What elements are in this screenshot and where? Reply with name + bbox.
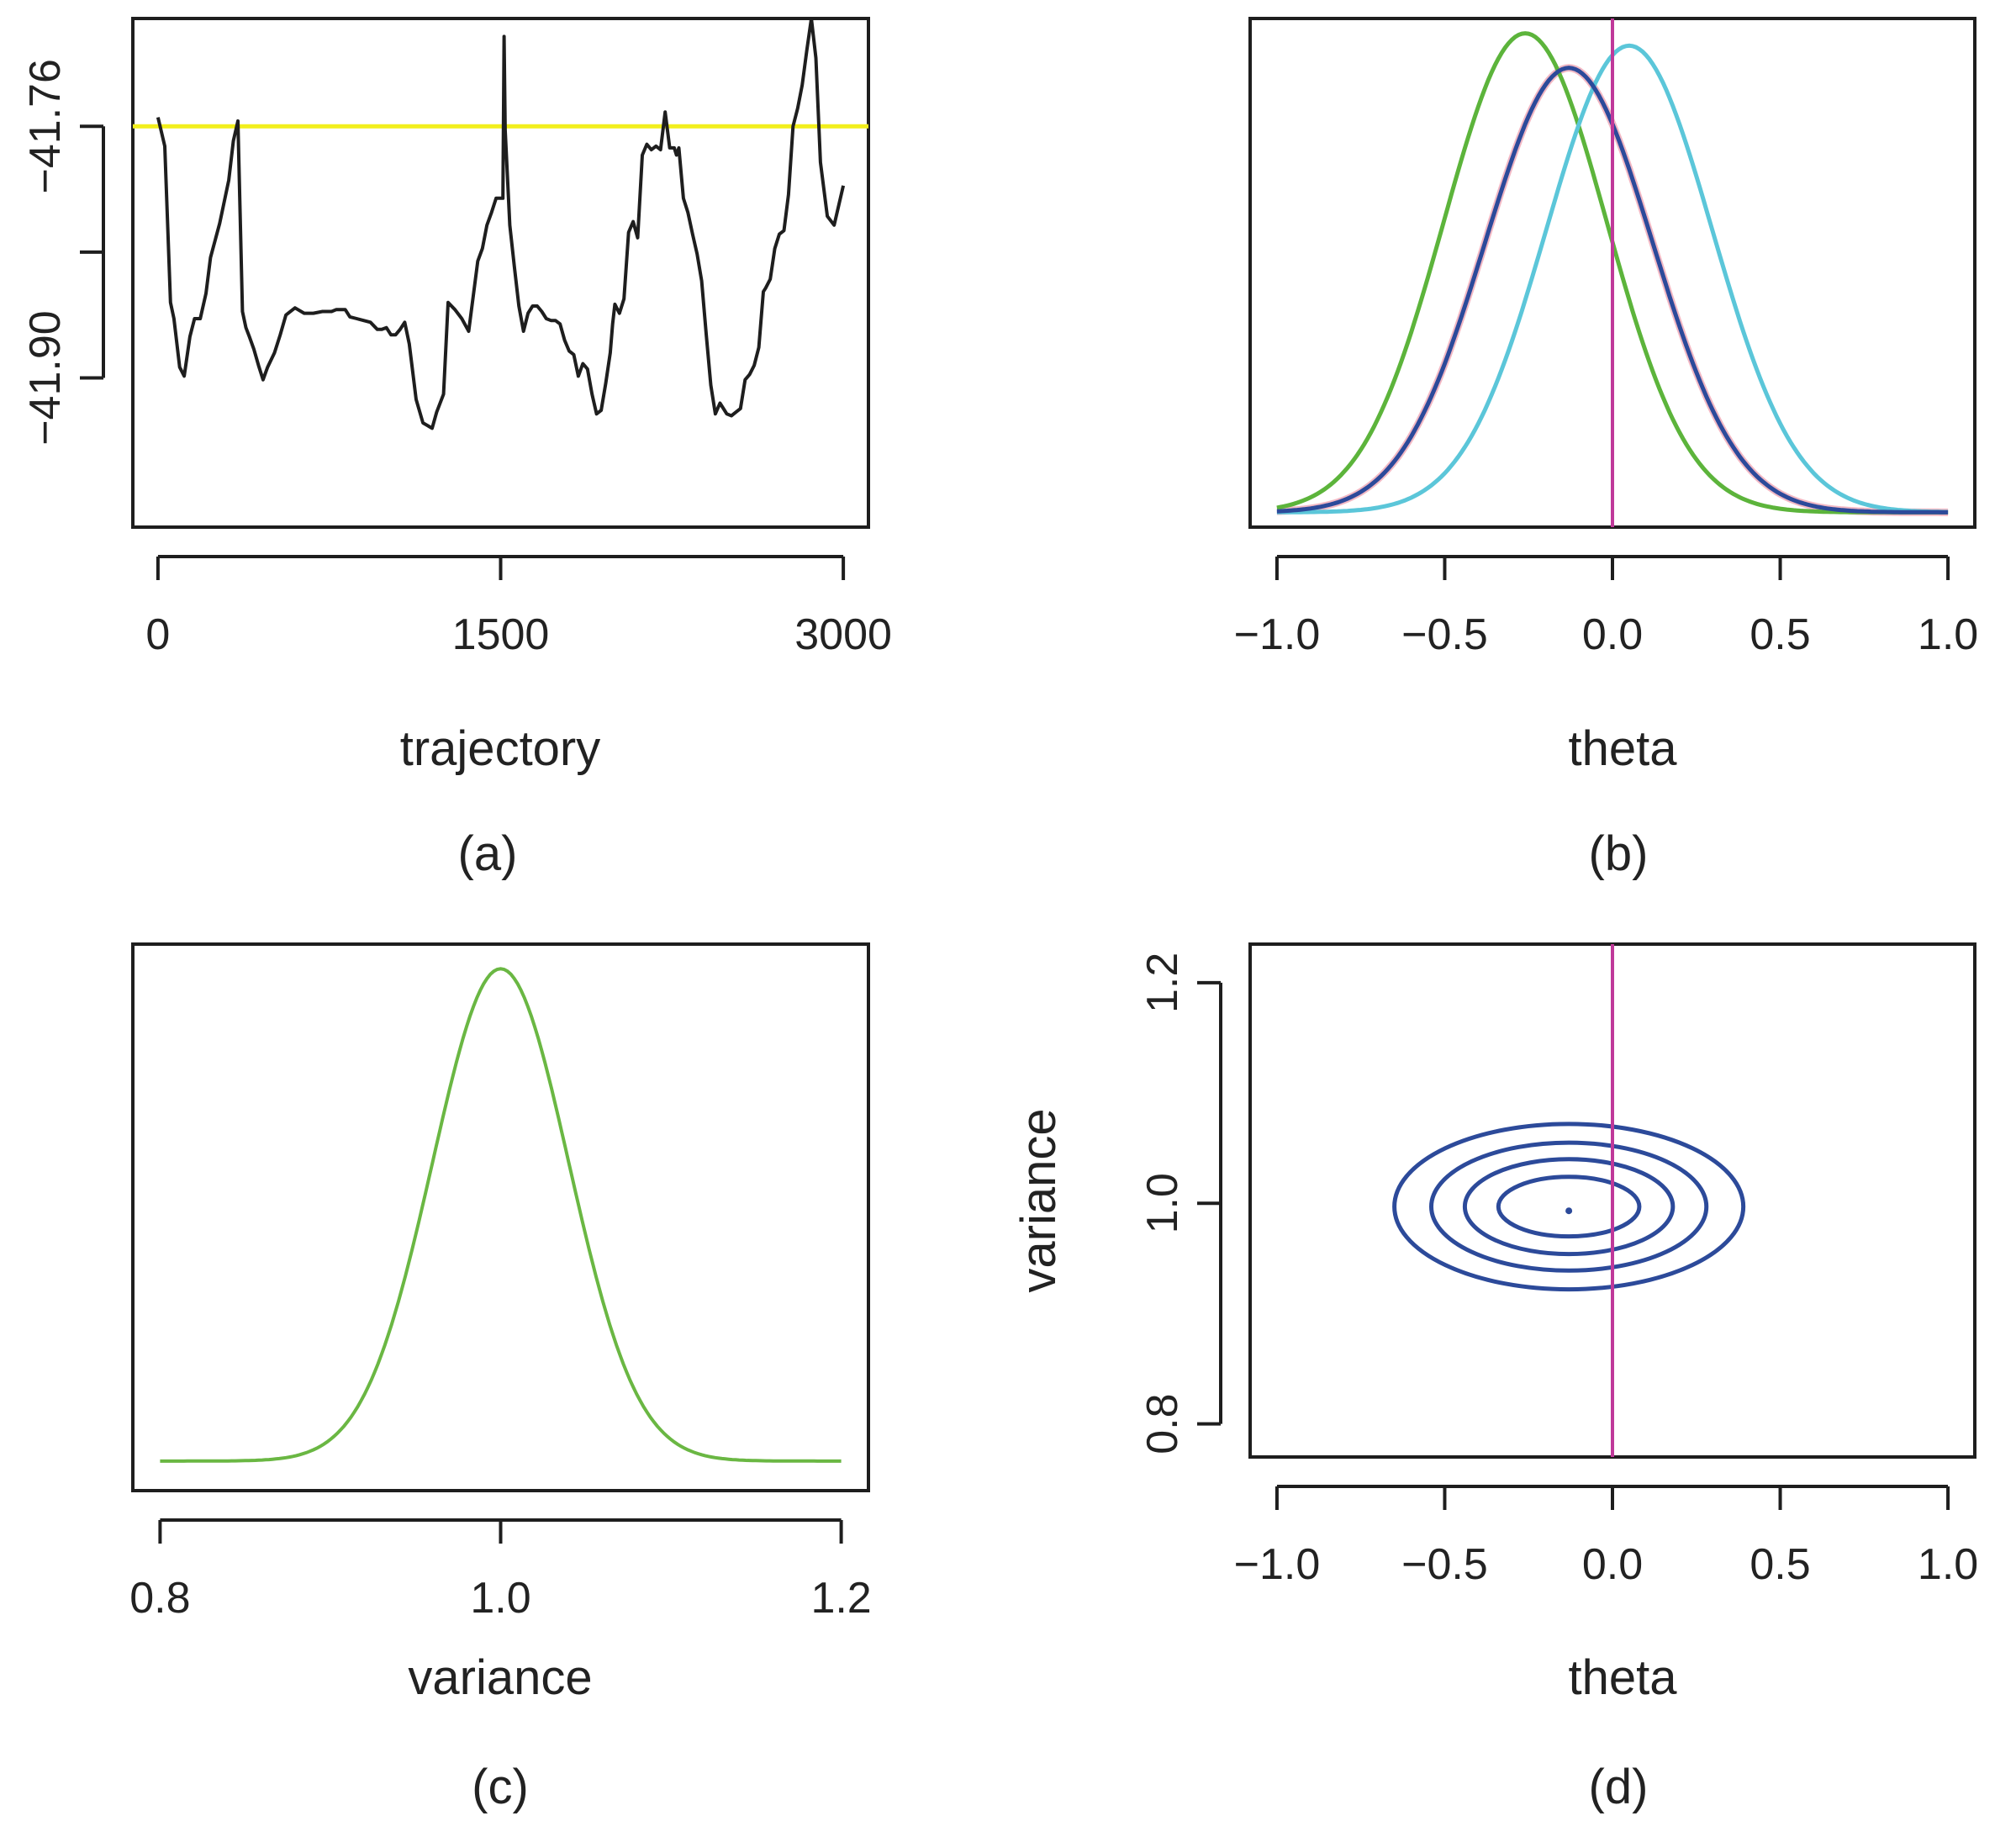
series-a <box>156 17 846 430</box>
panel-b: −1.0 −0.5 0.0 0.5 1.0 theta (b) <box>1234 17 1978 881</box>
x-tick-label-b: 0.0 <box>1582 610 1643 659</box>
x-tick-label-d: 0.0 <box>1582 1540 1643 1589</box>
plot-frame-a <box>131 17 870 529</box>
x-tick-label-a: 1500 <box>452 610 550 659</box>
x-axis-label-d: theta <box>1569 1650 1678 1705</box>
contour-ring-3 <box>1462 1157 1676 1257</box>
y-tick-label-d: 0.8 <box>1138 1393 1187 1454</box>
x-tick-label-c: 0.8 <box>129 1574 190 1623</box>
contours-d <box>1392 1122 1746 1292</box>
x-tick-label-c: 1.2 <box>810 1574 871 1623</box>
panel-label-a: (a) <box>458 826 518 881</box>
plot-frame-c <box>131 942 870 1492</box>
x-tick-label-b: −1.0 <box>1234 610 1321 659</box>
panel-a: 0 1500 3000 −41.76 −41.90 trajectory (a) <box>21 17 892 881</box>
x-axis-label-b: theta <box>1569 721 1678 776</box>
x-tick-label-b: 1.0 <box>1918 610 1978 659</box>
y-tick-label-a: −41.76 <box>21 59 70 194</box>
y-tick-label-d: 1.2 <box>1138 953 1187 1013</box>
panel-label-c: (c) <box>472 1760 529 1814</box>
x-tick-label-d: −1.0 <box>1234 1540 1321 1589</box>
y-tick-label-a: −41.90 <box>21 310 70 446</box>
x-axis-label-c: variance <box>408 1650 592 1705</box>
density-curve-variance <box>160 967 842 1463</box>
x-tick-label-b: −0.5 <box>1401 610 1488 659</box>
series-c <box>160 967 842 1463</box>
y-tick-label-d: 1.0 <box>1138 1173 1187 1233</box>
x-tick-label-c: 1.0 <box>470 1574 530 1623</box>
contour-ring-2 <box>1429 1140 1709 1273</box>
panel-c: 0.8 1.0 1.2 variance (c) <box>129 942 872 1814</box>
contour-center <box>1565 1207 1573 1215</box>
x-tick-label-a: 3000 <box>794 610 892 659</box>
x-tick-label-d: 1.0 <box>1918 1540 1978 1589</box>
y-ticks-a: −41.76 −41.90 <box>21 59 105 446</box>
panel-label-b: (b) <box>1589 826 1649 881</box>
contour-ring-1 <box>1392 1122 1746 1292</box>
x-tick-label-b: 0.5 <box>1749 610 1810 659</box>
x-axis-label-a: trajectory <box>400 721 601 776</box>
x-ticks-b: −1.0 −0.5 0.0 0.5 1.0 <box>1234 555 1978 659</box>
x-tick-label-d: 0.5 <box>1749 1540 1810 1589</box>
series-line-trace <box>156 17 846 430</box>
panel-label-d: (d) <box>1589 1760 1649 1814</box>
x-tick-label-a: 0 <box>145 610 170 659</box>
x-ticks-d: −1.0 −0.5 0.0 0.5 1.0 <box>1234 1485 1978 1589</box>
panel-d: −1.0 −0.5 0.0 0.5 1.0 0.8 1.0 1.2 theta varian… <box>1011 942 1978 1814</box>
x-ticks-a: 0 1500 3000 <box>145 555 892 659</box>
x-tick-label-d: −0.5 <box>1401 1540 1488 1589</box>
y-ticks-d: 0.8 1.0 1.2 <box>1138 953 1222 1454</box>
x-ticks-c: 0.8 1.0 1.2 <box>129 1518 872 1623</box>
y-axis-label-d: variance <box>1011 1108 1066 1292</box>
contour-ring-4 <box>1496 1175 1642 1239</box>
